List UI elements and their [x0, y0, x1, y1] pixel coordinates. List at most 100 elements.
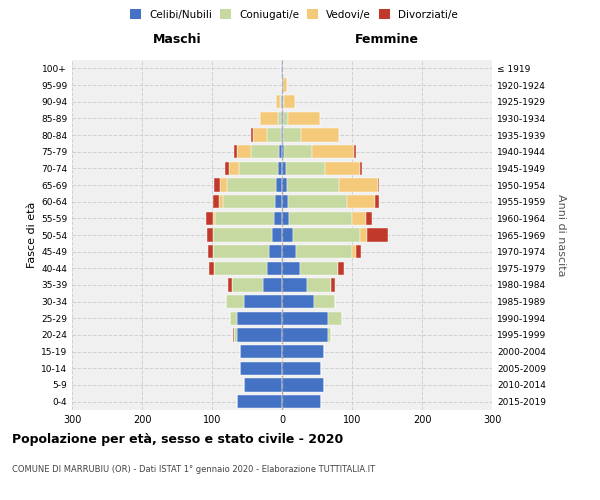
Bar [253, 128, 266, 141]
Bar [227, 178, 276, 192]
Bar [239, 162, 278, 175]
Bar [251, 128, 253, 141]
Bar [220, 178, 227, 192]
Y-axis label: Fasce di età: Fasce di età [27, 202, 37, 268]
Bar [282, 95, 283, 108]
Bar [206, 212, 214, 225]
Bar [282, 178, 287, 192]
Bar [240, 345, 282, 358]
Bar [235, 145, 236, 158]
Bar [274, 212, 282, 225]
Bar [235, 328, 236, 342]
Bar [207, 228, 212, 241]
Bar [281, 62, 282, 75]
Bar [367, 228, 388, 241]
Bar [240, 362, 282, 375]
Bar [325, 162, 360, 175]
Bar [289, 212, 352, 225]
Bar [278, 145, 282, 158]
Bar [283, 112, 289, 125]
Bar [282, 312, 328, 325]
Bar [328, 328, 331, 342]
Bar [352, 212, 366, 225]
Bar [280, 95, 281, 108]
Bar [282, 228, 293, 241]
Bar [251, 145, 278, 158]
Bar [282, 378, 324, 392]
Bar [236, 328, 282, 342]
Bar [219, 195, 223, 208]
Text: COMUNE DI MARRUBIU (OR) - Dati ISTAT 1° gennaio 2020 - Elaborazione TUTTITALIA.I: COMUNE DI MARRUBIU (OR) - Dati ISTAT 1° … [12, 465, 375, 474]
Bar [269, 245, 282, 258]
Text: Maschi: Maschi [152, 33, 202, 46]
Bar [232, 278, 263, 291]
Bar [283, 95, 284, 108]
Bar [283, 128, 301, 141]
Bar [244, 295, 282, 308]
Bar [331, 278, 335, 291]
Bar [340, 178, 378, 192]
Bar [307, 278, 331, 291]
Bar [278, 162, 282, 175]
Bar [282, 78, 283, 92]
Bar [209, 262, 214, 275]
Text: Popolazione per età, sesso e stato civile - 2020: Popolazione per età, sesso e stato civil… [12, 432, 343, 446]
Bar [352, 245, 355, 258]
Bar [281, 112, 282, 125]
Bar [282, 362, 320, 375]
Bar [208, 245, 214, 258]
Bar [272, 228, 282, 241]
Bar [236, 312, 282, 325]
Bar [214, 245, 269, 258]
Bar [282, 245, 296, 258]
Bar [282, 295, 314, 308]
Bar [289, 112, 320, 125]
Bar [354, 145, 355, 158]
Bar [282, 62, 283, 75]
Bar [281, 95, 282, 108]
Bar [236, 395, 282, 408]
Bar [215, 212, 274, 225]
Bar [282, 162, 286, 175]
Bar [284, 145, 312, 158]
Bar [378, 178, 379, 192]
Bar [282, 328, 328, 342]
Bar [328, 312, 341, 325]
Bar [314, 295, 335, 308]
Bar [283, 78, 287, 92]
Bar [233, 328, 235, 342]
Bar [347, 195, 375, 208]
Bar [282, 278, 307, 291]
Bar [355, 245, 361, 258]
Bar [375, 195, 379, 208]
Bar [296, 245, 352, 258]
Legend: Celibi/Nubili, Coniugati/e, Vedovi/e, Divorziati/e: Celibi/Nubili, Coniugati/e, Vedovi/e, Di… [126, 5, 462, 24]
Bar [263, 278, 282, 291]
Y-axis label: Anni di nascita: Anni di nascita [556, 194, 566, 276]
Bar [282, 112, 283, 125]
Bar [278, 112, 281, 125]
Bar [282, 145, 284, 158]
Bar [299, 262, 338, 275]
Bar [282, 128, 283, 141]
Bar [236, 145, 251, 158]
Bar [223, 195, 275, 208]
Bar [281, 128, 282, 141]
Bar [282, 195, 287, 208]
Bar [266, 128, 281, 141]
Bar [287, 195, 347, 208]
Bar [214, 212, 215, 225]
Bar [366, 212, 371, 225]
Bar [282, 395, 320, 408]
Bar [214, 195, 219, 208]
Bar [360, 228, 367, 241]
Bar [282, 262, 299, 275]
Bar [276, 178, 282, 192]
Bar [312, 145, 354, 158]
Bar [282, 345, 324, 358]
Bar [286, 162, 325, 175]
Bar [214, 262, 266, 275]
Bar [212, 228, 272, 241]
Bar [360, 162, 362, 175]
Bar [226, 295, 244, 308]
